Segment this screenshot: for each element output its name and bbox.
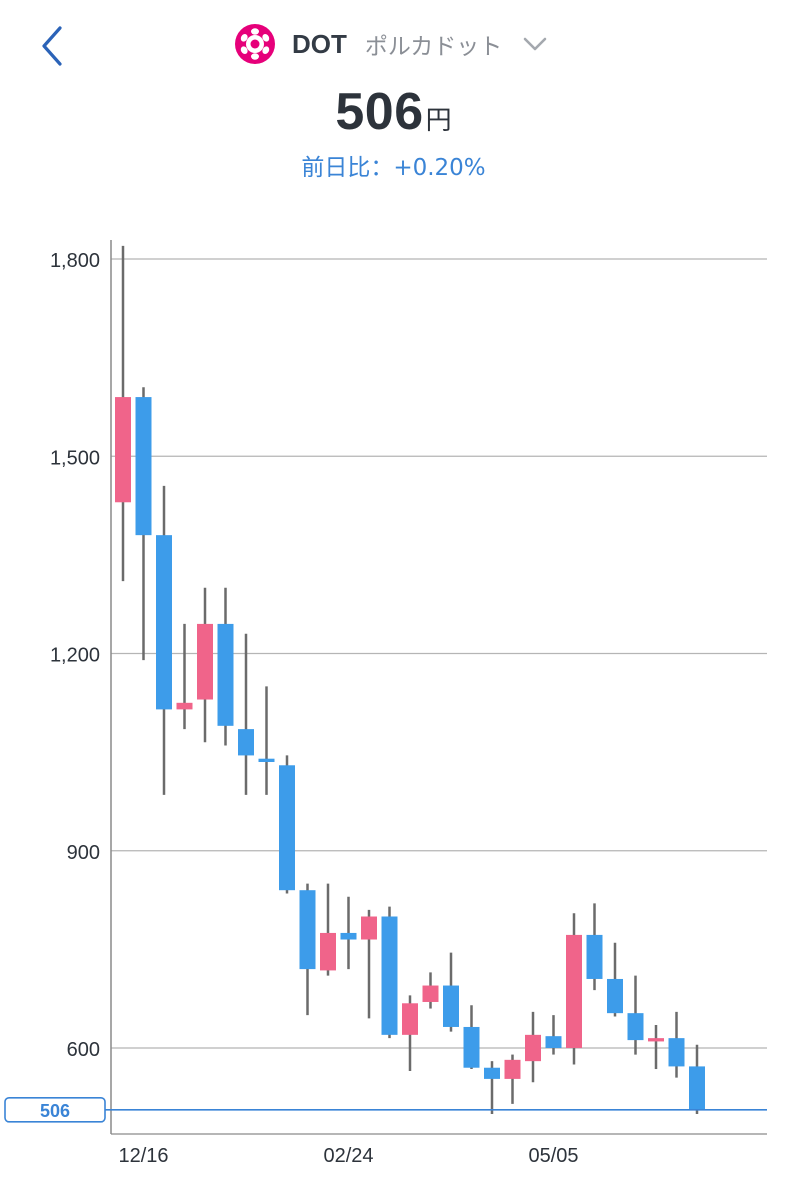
candle-body-up[interactable] bbox=[566, 934, 582, 1048]
candle-body-up[interactable] bbox=[504, 1059, 521, 1079]
candle-body-down[interactable] bbox=[443, 985, 459, 1027]
candle-body-up[interactable] bbox=[648, 1038, 664, 1042]
candle-body-down[interactable] bbox=[217, 623, 234, 726]
candle-body-down[interactable] bbox=[607, 978, 623, 1014]
y-tick-label: 1,200 bbox=[50, 645, 100, 667]
y-tick-label: 1,800 bbox=[50, 250, 100, 272]
price-unit: 円 bbox=[425, 106, 452, 136]
candle-body-down[interactable] bbox=[299, 890, 316, 970]
x-tick-label: 02/24 bbox=[323, 1145, 373, 1167]
candle-body-down[interactable] bbox=[545, 1036, 562, 1048]
candle-body-up[interactable] bbox=[197, 623, 213, 700]
x-tick-label: 12/16 bbox=[118, 1145, 168, 1167]
coin-symbol: DOT bbox=[292, 28, 347, 59]
candle-body-down[interactable] bbox=[586, 934, 603, 979]
candle-body-down[interactable] bbox=[668, 1038, 685, 1067]
candle-body-up[interactable] bbox=[402, 1003, 418, 1035]
candle-body-down[interactable] bbox=[627, 1013, 644, 1041]
candle-body-down[interactable] bbox=[238, 729, 254, 756]
candle-body-up[interactable] bbox=[525, 1034, 541, 1062]
y-tick-label: 1,500 bbox=[50, 447, 100, 469]
polkadot-logo-icon bbox=[235, 24, 275, 64]
candlestick-chart[interactable]: 600 900 1,200 1,500 1,800 506 12/16 02/24 05/05 bbox=[0, 225, 787, 1200]
candle-body-down[interactable] bbox=[463, 1026, 480, 1068]
candle-body-up[interactable] bbox=[422, 985, 439, 1002]
candle-body-down[interactable] bbox=[689, 1066, 705, 1110]
price-value: 506 bbox=[335, 83, 424, 141]
candle-body-up[interactable] bbox=[176, 702, 193, 710]
candle-body-up[interactable] bbox=[115, 397, 131, 503]
candle-body-down[interactable] bbox=[135, 397, 152, 536]
candle-body-up[interactable] bbox=[320, 932, 336, 971]
candle-body-down[interactable] bbox=[340, 932, 357, 940]
candle-body-up[interactable] bbox=[361, 916, 377, 940]
current-price-label: 506 bbox=[40, 1101, 70, 1121]
coin-name: ポルカドット bbox=[364, 34, 503, 60]
current-price-badge bbox=[4, 1097, 106, 1123]
y-tick-label: 900 bbox=[67, 842, 100, 864]
y-tick-label: 600 bbox=[67, 1039, 100, 1061]
candle-body-down[interactable] bbox=[484, 1067, 500, 1079]
price-change: 前日比：+0.20% bbox=[301, 155, 486, 181]
current-price: 506円 bbox=[0, 82, 787, 142]
candle-body-down[interactable] bbox=[381, 916, 398, 1035]
candle-body-down[interactable] bbox=[156, 535, 172, 710]
dropdown-chevron-icon[interactable] bbox=[522, 35, 548, 53]
x-tick-label: 05/05 bbox=[528, 1145, 578, 1167]
back-chevron-icon[interactable] bbox=[34, 22, 74, 70]
candle-body-down[interactable] bbox=[279, 765, 295, 891]
coin-selector[interactable]: DOT ポルカドット bbox=[234, 22, 548, 66]
candle-body-down[interactable] bbox=[258, 758, 275, 762]
header: DOT ポルカドット 506円 前日比：+0.20% bbox=[0, 0, 787, 200]
